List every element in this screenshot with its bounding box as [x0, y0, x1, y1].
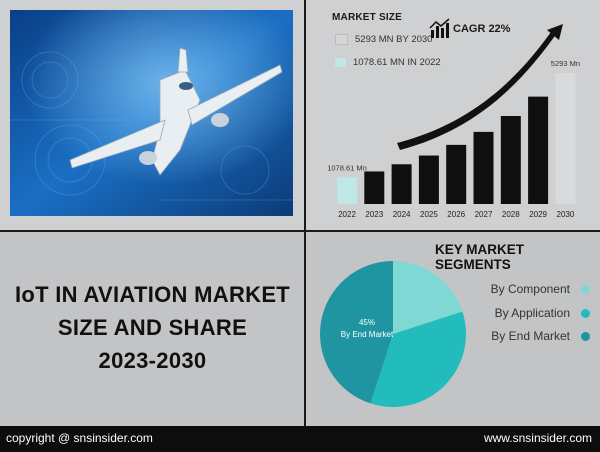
segment-dot-component [581, 285, 590, 294]
legend-label: 5293 MN BY 2030 [355, 34, 433, 46]
bar-2023 [364, 171, 385, 204]
data-label-2030: 5293 Mn [551, 59, 580, 68]
segments-panel: KEY MARKET SEGMENTS 45% By End Market By… [305, 232, 600, 426]
x-tick-2030: 2030 [557, 210, 575, 219]
bar-2026 [446, 144, 467, 204]
legend-item-2030: 5293 MN BY 2030 [335, 34, 432, 45]
divider-vertical [304, 0, 306, 426]
report-title: IoT IN AVIATION MARKET SIZE AND SHARE 20… [0, 278, 305, 377]
bar-2022 [337, 177, 357, 204]
pie-label-name: By End Market [341, 330, 394, 339]
x-tick-2026: 2026 [447, 210, 465, 219]
x-tick-2027: 2027 [475, 210, 493, 219]
segments-pie-chart: 45% By End Market [320, 261, 466, 407]
legend-label: 1078.61 MN IN 2022 [353, 57, 441, 68]
segment-dot-application [581, 309, 590, 318]
legend-swatch [335, 34, 348, 45]
report-title-line-3: 2023-2030 [98, 348, 207, 373]
pie-slice-by-application [370, 311, 466, 407]
report-title-line-2: SIZE AND SHARE [57, 315, 248, 340]
market-size-chart: 2022 2023 2024 2025 2026 2027 2028 2029 2030 107… [327, 24, 580, 219]
market-size-panel: MARKET SIZE 5293 MN BY 2030 1078.61 MN I… [305, 0, 600, 231]
legend-swatch [335, 57, 346, 67]
footer-copyright: copyright @ snsinsider.com [6, 431, 153, 445]
x-tick-2025: 2025 [420, 210, 438, 219]
segment-label-component: By Component [490, 282, 570, 296]
pie-label-percent: 45% [359, 318, 375, 327]
x-tick-2029: 2029 [529, 210, 547, 219]
pie-slice-by-component [393, 261, 463, 334]
bar-2029 [528, 96, 549, 204]
market-size-title: MARKET SIZE [332, 12, 402, 23]
trend-arrowhead [547, 24, 563, 40]
pie-slice-by-end-market [320, 261, 393, 404]
key-segments-title: KEY MARKET SEGMENTS [435, 242, 525, 272]
footer: copyright @ snsinsider.com www.snsinside… [0, 426, 600, 452]
bar-2025 [418, 155, 439, 204]
x-tick-2028: 2028 [502, 210, 520, 219]
x-tick-2022: 2022 [338, 210, 356, 219]
bar-trend-icon [429, 18, 450, 38]
footer-website-link[interactable]: www.snsinsider.com [483, 431, 592, 445]
bar-2028 [500, 115, 521, 204]
report-title-line-1: IoT IN AVIATION MARKET [14, 282, 291, 307]
x-tick-2023: 2023 [365, 210, 383, 219]
bar-2027 [473, 131, 494, 204]
image-panel [0, 0, 305, 231]
cagr-label: CAGR 22% [453, 23, 511, 35]
segment-label-end-market: By End Market [491, 329, 570, 343]
divider-horizontal [0, 230, 600, 232]
bar-2030 [555, 73, 576, 204]
x-tick-2024: 2024 [393, 210, 411, 219]
airplane-photo [10, 10, 293, 216]
segment-dot-end-market [581, 332, 590, 341]
title-panel: IoT IN AVIATION MARKET SIZE AND SHARE 20… [0, 232, 305, 426]
bar-2024 [391, 164, 412, 204]
legend-item-2022: 1078.61 MN IN 2022 [335, 57, 441, 68]
data-label-2022: 1078.61 Mn [327, 163, 367, 172]
segment-label-application: By Application [494, 306, 570, 320]
